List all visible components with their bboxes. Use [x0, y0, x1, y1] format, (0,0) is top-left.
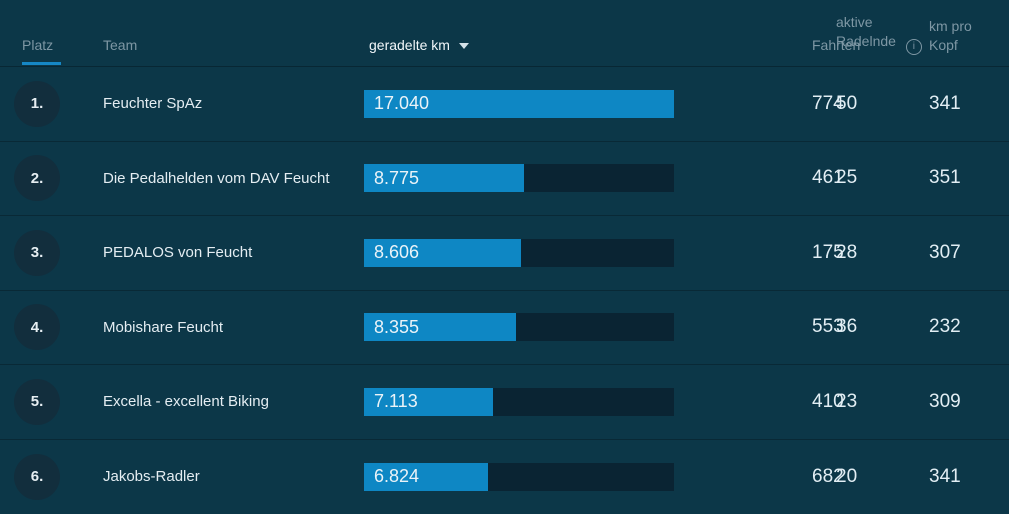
km-pro-kopf-value: 341 — [929, 92, 961, 114]
rank-number: 6. — [30, 468, 44, 486]
fahrten-value: 175 — [812, 241, 844, 263]
column-header-km-pro-kopf: km pro Kopf — [929, 17, 1009, 55]
aktive-radelnde-value: 28 — [836, 241, 858, 263]
km-value: 6.824 — [374, 466, 420, 487]
km-bar-track: 8.775 — [364, 164, 674, 193]
km-pro-kopf-value: 307 — [929, 241, 961, 263]
rank-badge: 2. — [14, 155, 60, 202]
table-row[interactable]: 4. Mobishare Feucht 8.355 553 36 232 — [0, 291, 1009, 365]
km-bar-track: 8.606 — [364, 238, 674, 267]
km-bar-fill: 8.355 — [364, 313, 516, 342]
rank-number: 5. — [30, 393, 44, 411]
fahrten-value: 774 — [812, 92, 844, 114]
rank-number: 2. — [30, 169, 44, 187]
aktive-radelnde-value: 20 — [836, 465, 858, 487]
chevron-down-icon — [458, 43, 469, 50]
km-bar-track: 7.113 — [364, 387, 674, 416]
km-value: 8.775 — [374, 167, 420, 188]
fahrten-value: 410 — [812, 390, 844, 412]
rank-number: 3. — [30, 244, 44, 262]
km-bar-track: 6.824 — [364, 462, 674, 491]
column-header-team: Team — [90, 36, 364, 55]
km-value: 8.606 — [374, 242, 420, 263]
column-header-aktive-line2: Radelnde — [836, 33, 896, 50]
km-bar-cell: 8.355 — [364, 313, 743, 342]
km-pro-kopf-value: 309 — [929, 390, 961, 412]
aktive-radelnde-value: 25 — [836, 167, 858, 189]
km-bar-fill: 17.040 — [364, 89, 674, 118]
km-bar-cell: 7.113 — [364, 387, 743, 416]
fahrten-value: 682 — [812, 465, 844, 487]
aktive-radelnde-value: 36 — [836, 316, 858, 338]
rank-cell: 2. — [0, 155, 90, 202]
team-name: Die Pedalhelden vom DAV Feucht — [103, 169, 330, 187]
team-name: Mobishare Feucht — [103, 318, 224, 336]
km-bar-fill: 8.606 — [364, 238, 521, 267]
column-header-kmpro-line2: Kopf — [929, 37, 958, 54]
column-header-fahrten-label: Fahrten — [812, 37, 861, 54]
aktive-radelnde-value: 23 — [836, 390, 858, 412]
team-name: PEDALOS von Feucht — [103, 244, 253, 262]
table-body: 1. Feuchter SpAz 17.040 774 50 341 2. Di… — [0, 67, 1009, 514]
column-header-platz-label: Platz — [22, 36, 62, 65]
km-bar-fill: 7.113 — [364, 387, 494, 416]
aktive-radelnde-value: 50 — [836, 92, 858, 114]
rank-badge: 1. — [14, 80, 60, 127]
km-bar-cell: 8.775 — [364, 164, 743, 193]
km-bar-track: 8.355 — [364, 313, 674, 342]
team-name: Excella - excellent Biking — [103, 393, 269, 411]
column-header-aktive-line1: aktive — [836, 14, 873, 31]
table-row[interactable]: 2. Die Pedalhelden vom DAV Feucht 8.775 … — [0, 142, 1009, 216]
km-bar-cell: 8.606 — [364, 238, 743, 267]
km-value: 8.355 — [374, 316, 420, 337]
table-row[interactable]: 1. Feuchter SpAz 17.040 774 50 341 — [0, 67, 1009, 142]
column-header-geradelte-km[interactable]: geradelte km — [364, 36, 743, 55]
km-bar-fill: 6.824 — [364, 462, 489, 491]
rank-cell: 1. — [0, 80, 90, 127]
rank-badge: 4. — [14, 304, 60, 351]
km-value: 17.040 — [374, 93, 430, 114]
rank-cell: 3. — [0, 229, 90, 276]
rank-badge: 5. — [14, 378, 60, 425]
table-row[interactable]: 3. PEDALOS von Feucht 8.606 175 28 307 — [0, 216, 1009, 291]
km-pro-kopf-value: 341 — [929, 465, 961, 487]
column-header-km-label: geradelte km — [369, 37, 450, 54]
fahrten-value: 461 — [812, 167, 844, 189]
table-row[interactable]: 5. Excella - excellent Biking 7.113 410 … — [0, 365, 1009, 440]
column-header-platz[interactable]: Platz — [0, 36, 90, 65]
km-bar-cell: 17.040 — [364, 89, 743, 118]
km-bar-cell: 6.824 — [364, 462, 743, 491]
km-value: 7.113 — [374, 391, 418, 412]
fahrten-value: 553 — [812, 316, 844, 338]
km-pro-kopf-value: 232 — [929, 316, 961, 338]
km-bar-fill: 8.775 — [364, 164, 524, 193]
table-header: Platz Team geradelte km Fahrten aktive R… — [0, 0, 1009, 67]
team-name: Jakobs-Radler — [103, 468, 200, 486]
column-header-fahrten: Fahrten — [743, 36, 860, 55]
rank-cell: 4. — [0, 304, 90, 351]
rank-cell: 6. — [0, 453, 90, 500]
column-header-team-label: Team — [103, 37, 138, 54]
km-pro-kopf-value: 351 — [929, 167, 961, 189]
column-header-aktive-radelnde: aktive Radelnde i — [836, 13, 929, 55]
team-name: Feuchter SpAz — [103, 95, 203, 113]
rank-badge: 3. — [14, 229, 60, 276]
rank-number: 1. — [30, 95, 44, 113]
table-row[interactable]: 6. Jakobs-Radler 6.824 682 20 341 — [0, 440, 1009, 514]
rank-number: 4. — [30, 318, 44, 336]
km-bar-track: 17.040 — [364, 89, 674, 118]
rank-cell: 5. — [0, 378, 90, 425]
column-header-kmpro-line1: km pro — [929, 18, 972, 35]
rank-badge: 6. — [14, 453, 60, 500]
info-icon[interactable]: i — [905, 39, 922, 55]
